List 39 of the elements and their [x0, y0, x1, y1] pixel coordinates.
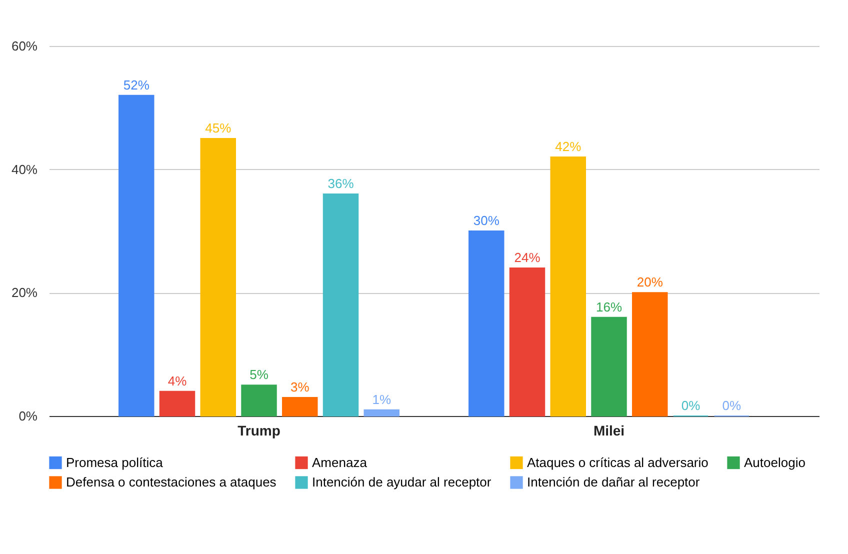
bar [632, 292, 668, 416]
bar [322, 194, 359, 416]
legend-label: Defensa o contestaciones a ataques [66, 474, 277, 490]
data-label: 0% [681, 398, 701, 413]
data-label: 24% [514, 250, 541, 265]
data-label: 0% [722, 398, 742, 413]
bar [241, 384, 277, 416]
x-tick-label: Milei [593, 422, 625, 438]
data-label: 36% [328, 176, 354, 191]
bar [591, 316, 627, 416]
y-tick-label: 0% [18, 408, 38, 424]
bar [468, 230, 504, 416]
y-tick-label: 40% [11, 162, 38, 177]
bar [509, 268, 546, 416]
data-label: 4% [168, 373, 188, 388]
bar [550, 156, 586, 416]
legend-label: Ataques o críticas al adversario [527, 454, 708, 470]
legend-label: Promesa política [66, 454, 164, 470]
data-label: 20% [636, 274, 664, 290]
bar [118, 94, 154, 416]
y-tick-label: 60% [11, 38, 38, 54]
y-tick-label: 20% [11, 285, 38, 300]
data-label: 3% [290, 380, 310, 394]
data-label: 16% [596, 299, 622, 314]
bar [282, 397, 318, 416]
bar [364, 409, 400, 416]
data-label: 1% [372, 392, 392, 407]
data-label: 42% [555, 139, 582, 154]
x-tick-label: Trump [238, 422, 280, 438]
data-label: 52% [123, 77, 150, 92]
legend-label: Intención de dañar al receptor [527, 474, 700, 490]
data-label: 30% [473, 213, 500, 228]
legend-label: Autoelogio [744, 454, 806, 470]
legend-label: Intención de ayudar al receptor [312, 474, 492, 490]
data-label: 5% [250, 367, 269, 382]
bar [200, 138, 236, 416]
legend-label: Amenaza [312, 454, 368, 470]
data-label: 45% [205, 120, 232, 136]
bar [159, 390, 196, 416]
